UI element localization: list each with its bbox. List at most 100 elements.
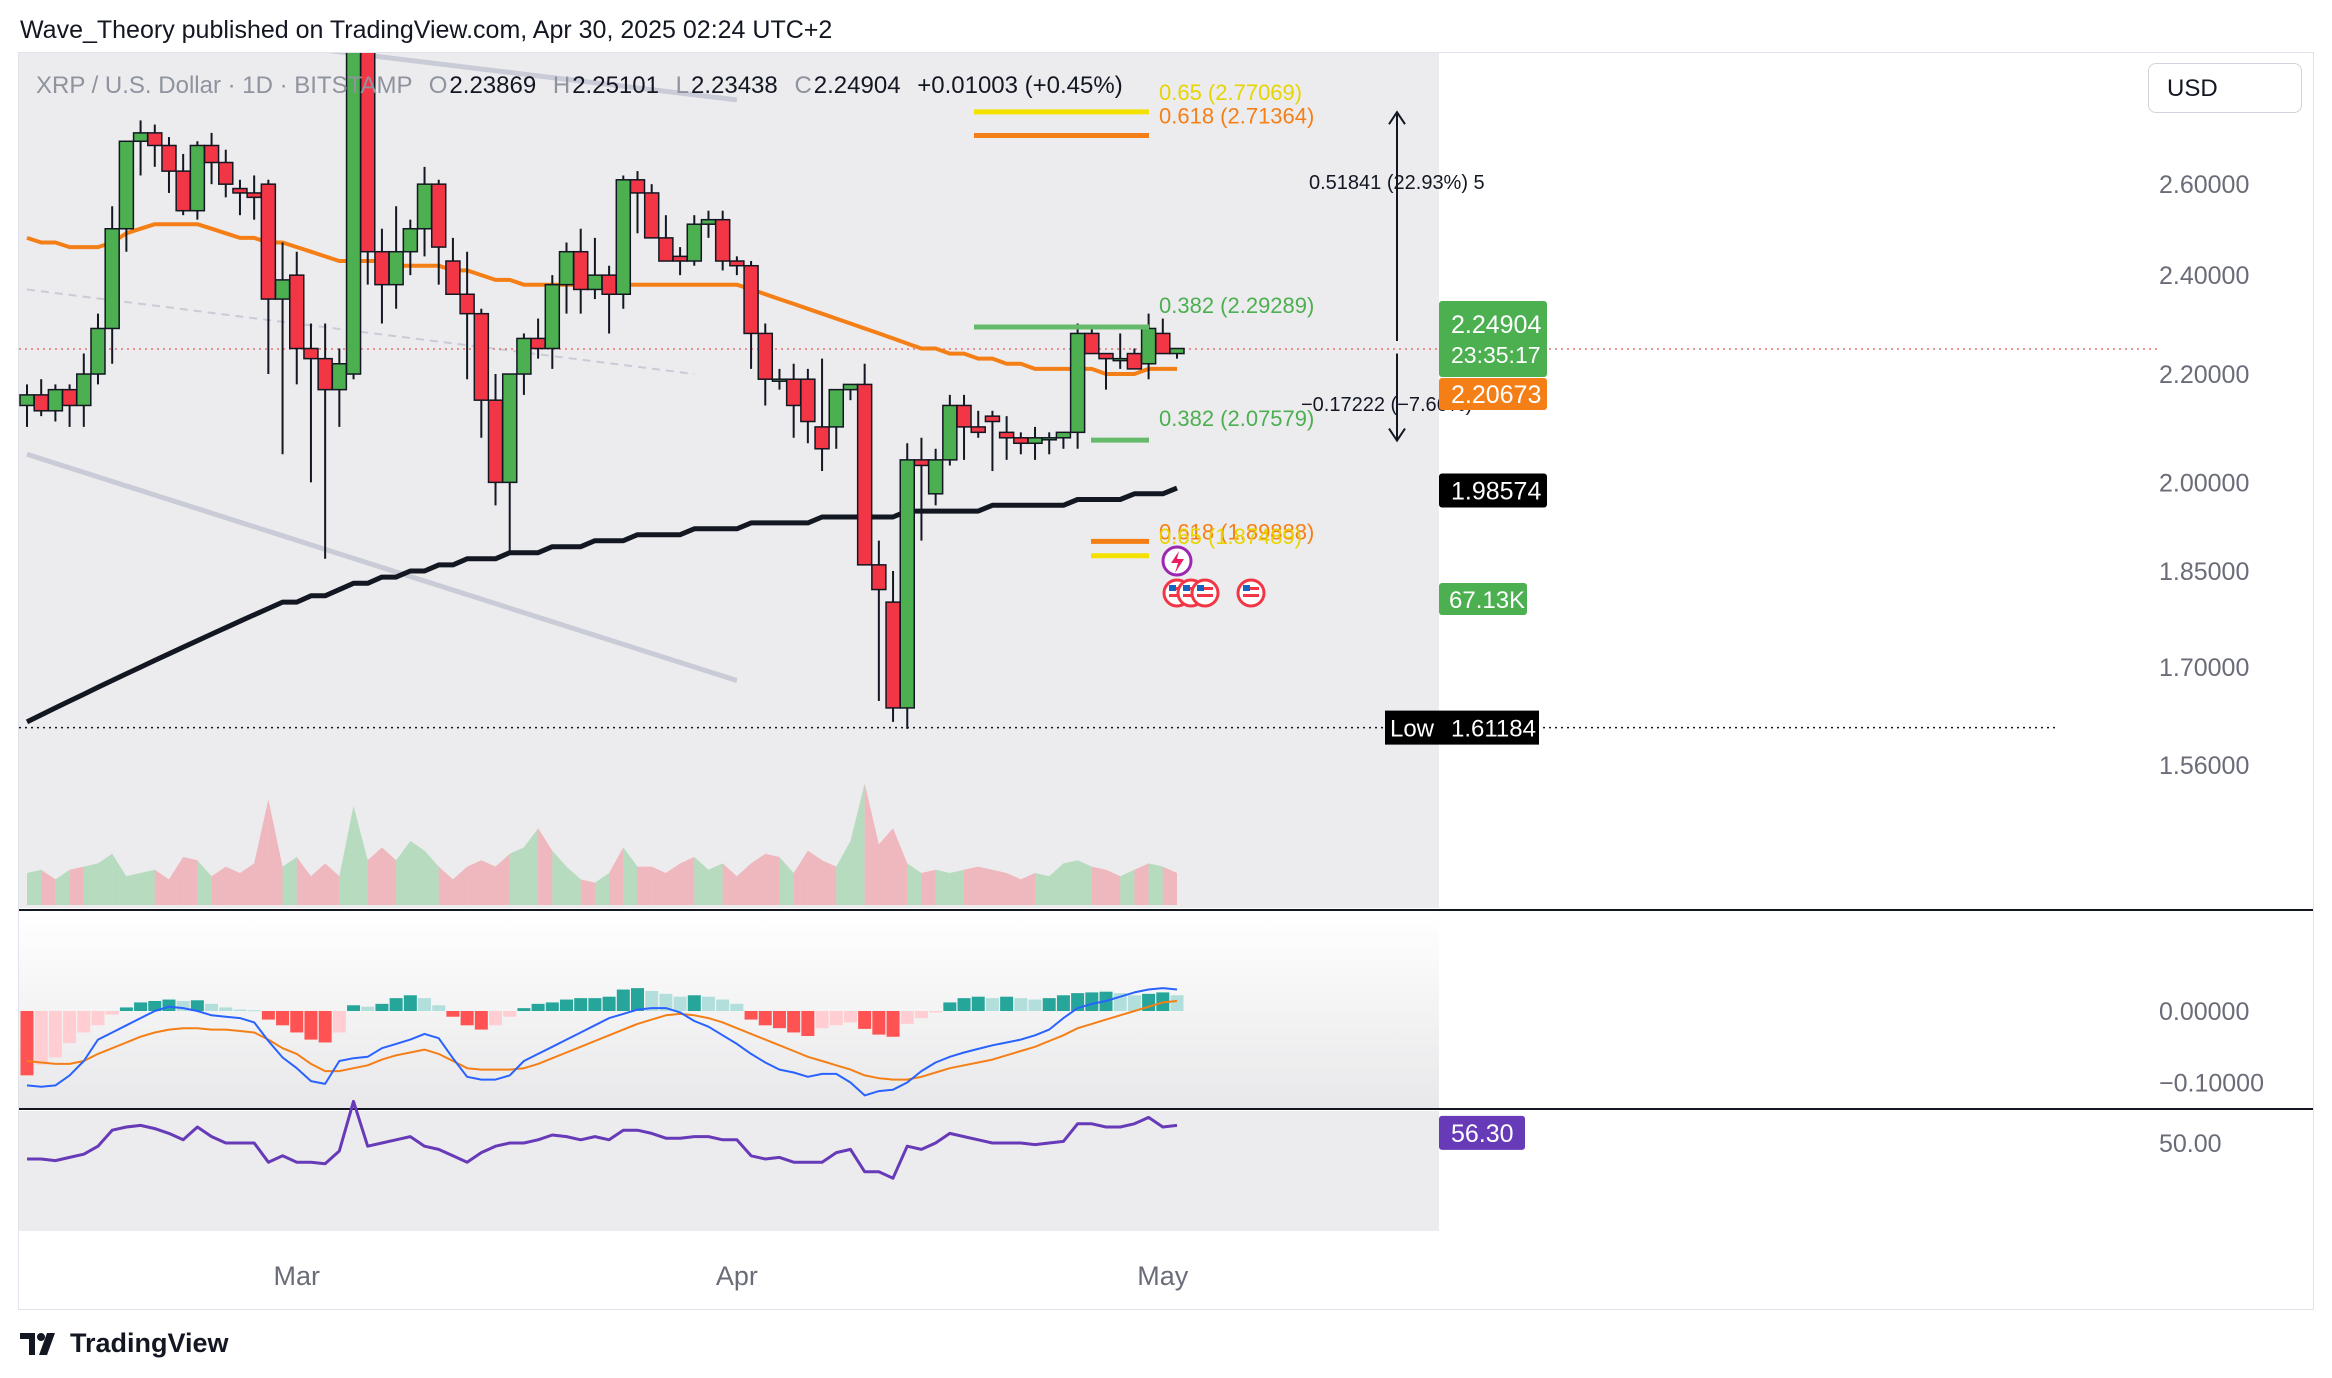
candle-bullish[interactable] [416, 183, 433, 230]
candle-bullish[interactable] [76, 373, 92, 407]
candle-bullish[interactable] [345, 53, 362, 375]
us-flag-event-icon[interactable] [1190, 578, 1220, 608]
candle-bullish[interactable] [274, 279, 291, 300]
candle-bullish[interactable] [558, 250, 575, 286]
ema-50-badge[interactable] [1439, 378, 1547, 410]
candle-bullish[interactable] [1069, 332, 1086, 434]
candle-bearish[interactable] [672, 255, 688, 262]
candle-bearish[interactable] [445, 260, 461, 295]
channel-line-lower[interactable] [26, 451, 738, 683]
tradingview-footer[interactable]: TradingView [20, 1328, 229, 1359]
candle-bearish[interactable] [601, 274, 617, 295]
candle-bearish[interactable] [303, 347, 319, 360]
candle-bearish[interactable] [743, 264, 759, 335]
candle-bearish[interactable] [1084, 332, 1100, 355]
candle-bearish[interactable] [33, 394, 49, 412]
candle-bearish[interactable] [814, 426, 830, 450]
chart-frame[interactable]: 2.800002.600002.400002.200002.000001.850… [18, 52, 2314, 1310]
candle-bearish[interactable] [970, 426, 986, 434]
candle-bullish[interactable] [1140, 327, 1157, 365]
candle-bullish[interactable] [132, 132, 149, 143]
candle-bearish[interactable] [218, 161, 234, 185]
candle-bullish[interactable] [189, 144, 206, 212]
candle-bearish[interactable] [856, 383, 873, 566]
candle-bearish[interactable] [317, 357, 333, 391]
candle-bearish[interactable] [785, 378, 802, 407]
candle-bullish[interactable] [828, 388, 845, 428]
candle-bearish[interactable] [572, 250, 589, 291]
candle-bullish[interactable] [47, 388, 64, 412]
low-marker[interactable]: Low 1.61184 [1385, 710, 1539, 745]
candle-bullish[interactable] [388, 250, 404, 286]
candle-bullish[interactable] [118, 140, 135, 230]
candle-bearish[interactable] [956, 404, 972, 428]
candle-bullish[interactable] [1027, 437, 1043, 445]
channel-line-upper[interactable] [27, 53, 738, 103]
legend-symbol[interactable]: XRP / U.S. Dollar · 1D · BITSTAMP [36, 72, 413, 99]
candle-bearish[interactable] [885, 601, 901, 709]
candle-bearish[interactable] [1155, 332, 1171, 355]
candle-bearish[interactable] [629, 179, 646, 194]
candle-bearish[interactable] [984, 415, 1001, 423]
candle-bearish[interactable] [260, 183, 277, 300]
candle-bearish[interactable] [359, 53, 376, 253]
candle-bearish[interactable] [473, 312, 490, 401]
candle-bearish[interactable] [61, 388, 78, 407]
candle-bearish[interactable] [175, 170, 191, 212]
candle-bearish[interactable] [459, 293, 475, 315]
candle-bearish[interactable] [714, 218, 731, 262]
candle-bullish[interactable] [686, 223, 703, 262]
candle-bearish[interactable] [800, 378, 816, 423]
candle-bullish[interactable] [1055, 431, 1072, 439]
candle-bullish[interactable] [1112, 357, 1128, 362]
candle-bullish[interactable] [544, 283, 561, 350]
candle-bearish[interactable] [530, 337, 546, 350]
candle-bullish[interactable] [90, 327, 106, 375]
candle-bearish[interactable] [643, 192, 660, 239]
candle-bearish[interactable] [246, 192, 262, 199]
candle-bullish[interactable] [842, 383, 859, 391]
candle-bearish[interactable] [1126, 352, 1143, 370]
candle-bearish[interactable] [232, 187, 248, 194]
chart-canvas[interactable]: 2.800002.600002.400002.200002.000001.850… [19, 53, 2313, 1309]
candle-bearish[interactable] [147, 132, 163, 147]
macd-signal-line[interactable] [26, 1000, 1178, 1081]
candle-bearish[interactable] [913, 459, 930, 467]
economic-events[interactable] [1161, 545, 1266, 608]
candle-bullish[interactable] [331, 363, 348, 391]
candle-bullish[interactable] [1169, 347, 1185, 355]
candle-bullish[interactable] [927, 459, 944, 495]
candle-bearish[interactable] [871, 564, 887, 591]
candle-bullish[interactable] [104, 227, 120, 330]
currency-button[interactable]: USD [2148, 63, 2302, 113]
candle-bearish[interactable] [757, 332, 774, 380]
candle-bullish[interactable] [615, 179, 632, 295]
candle-bearish[interactable] [161, 144, 177, 172]
candle-bearish[interactable] [729, 260, 745, 267]
macd-line[interactable] [26, 987, 1178, 1097]
volume-badge[interactable] [1439, 583, 1527, 615]
candle-bearish[interactable] [1013, 437, 1029, 445]
candle-bullish[interactable] [516, 337, 532, 375]
us-flag-event-icon[interactable] [1236, 578, 1266, 608]
candle-bearish[interactable] [1098, 352, 1114, 360]
candle-bearish[interactable] [374, 250, 390, 286]
candle-bearish[interactable] [658, 237, 674, 262]
candle-bullish[interactable] [899, 459, 915, 709]
candle-bullish[interactable] [587, 274, 603, 291]
candle-bearish[interactable] [203, 144, 220, 164]
current-price-badge[interactable] [1439, 301, 1547, 377]
rsi-badge[interactable] [1439, 1115, 1525, 1150]
rsi-line[interactable] [27, 1099, 1178, 1180]
candle-bullish[interactable] [402, 227, 419, 253]
candle-bullish[interactable] [19, 394, 35, 407]
candle-bearish[interactable] [487, 399, 504, 484]
ema-200-badge[interactable] [1439, 473, 1547, 508]
candle-bullish[interactable] [771, 378, 788, 382]
candle-bullish[interactable] [700, 218, 717, 225]
candle-bearish[interactable] [430, 183, 447, 248]
ema-200-line[interactable] [25, 485, 1178, 725]
candle-bearish[interactable] [289, 274, 305, 350]
candle-bearish[interactable] [998, 431, 1015, 439]
candle-bullish[interactable] [942, 404, 958, 461]
